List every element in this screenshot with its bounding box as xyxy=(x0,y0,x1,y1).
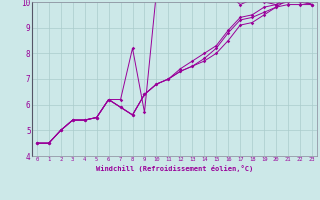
X-axis label: Windchill (Refroidissement éolien,°C): Windchill (Refroidissement éolien,°C) xyxy=(96,165,253,172)
